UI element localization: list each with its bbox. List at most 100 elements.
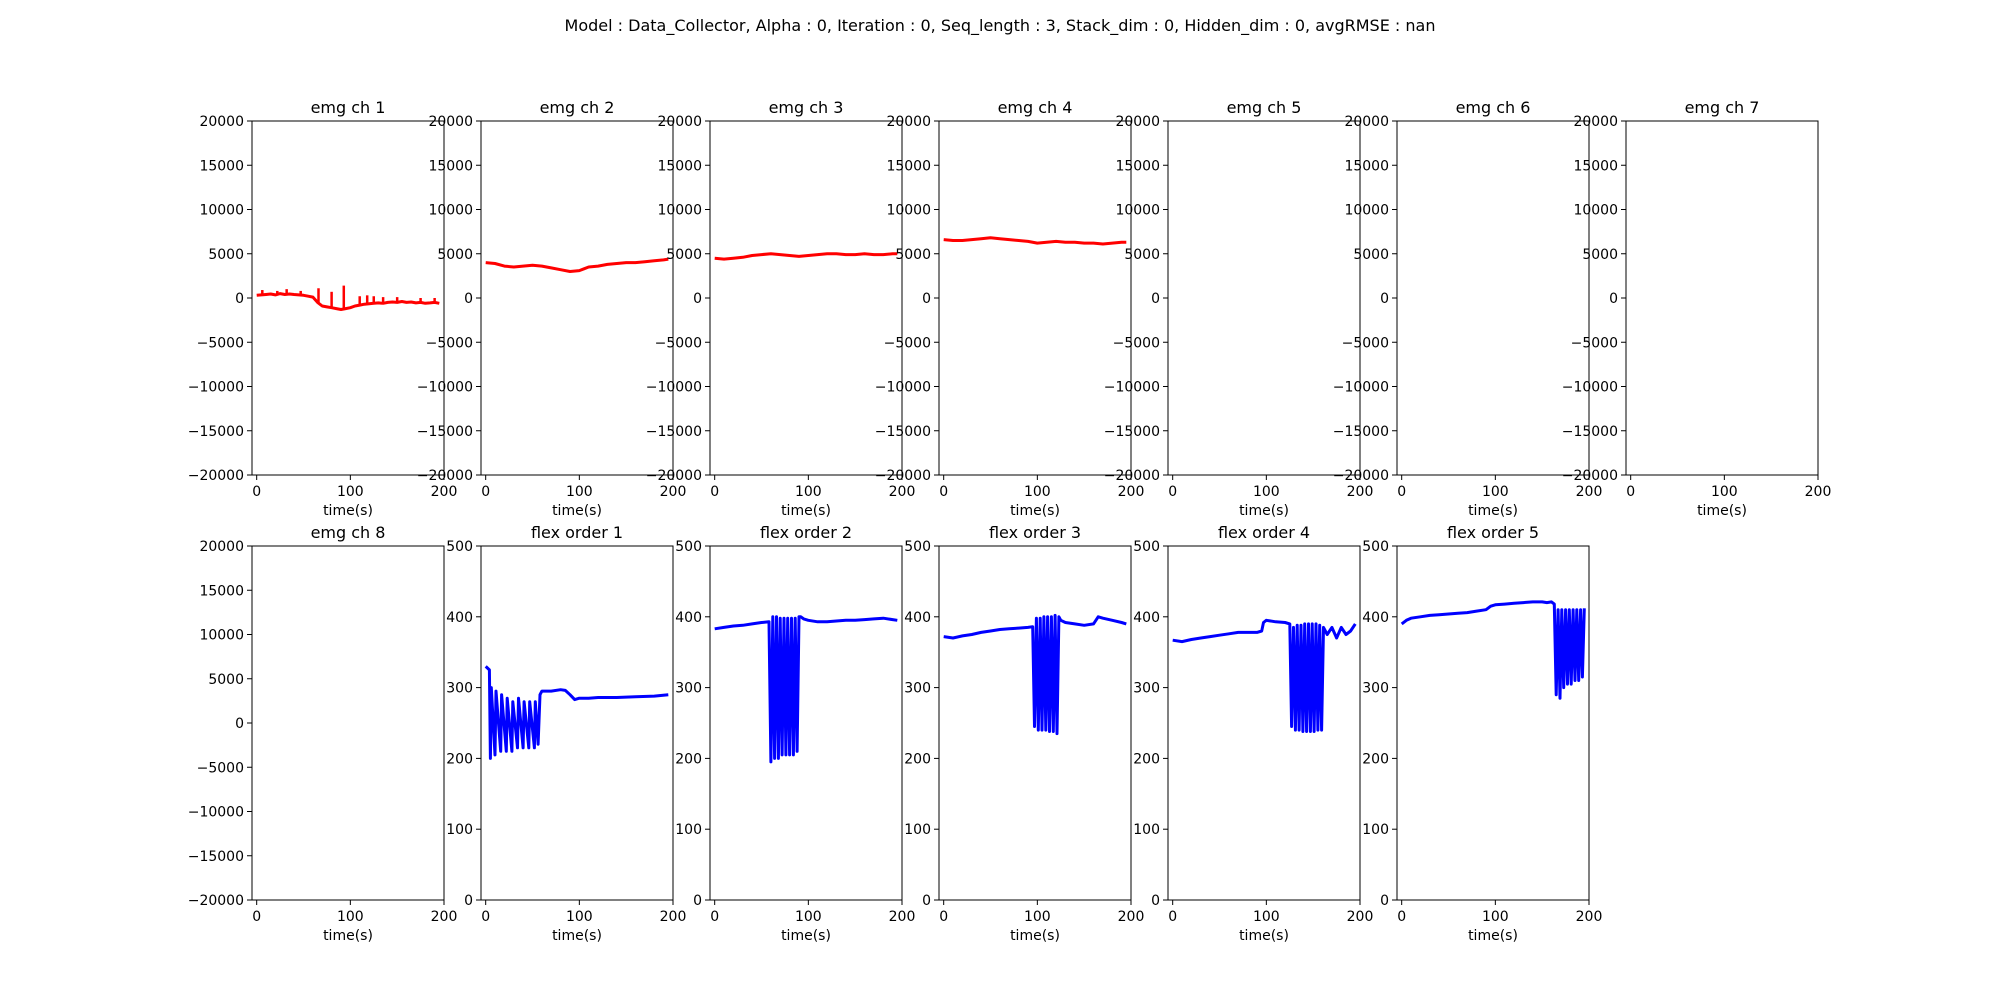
y-tick-label: −10000 xyxy=(1333,380,1389,396)
subplot-3: emg ch 3−20000−15000−10000−5000050001000… xyxy=(646,98,916,519)
y-tick-label: 200 xyxy=(446,751,473,767)
y-tick-label: 500 xyxy=(904,539,931,555)
y-tick-label: −10000 xyxy=(1562,380,1618,396)
subplot-7: emg ch 7−20000−15000−10000−5000050001000… xyxy=(1562,98,1832,519)
y-tick-label: 0 xyxy=(1380,893,1389,909)
x-tick-label: 200 xyxy=(1576,484,1603,500)
y-tick-label: 500 xyxy=(1362,539,1389,555)
y-tick-label: 200 xyxy=(1133,751,1160,767)
x-tick-label: 100 xyxy=(1482,909,1509,925)
y-tick-label: 20000 xyxy=(199,539,244,555)
x-tick-label: 100 xyxy=(1711,484,1738,500)
y-tick-label: −20000 xyxy=(188,893,244,909)
x-tick-label: 0 xyxy=(939,484,948,500)
x-axis-label: time(s) xyxy=(1010,928,1060,944)
y-tick-label: 500 xyxy=(446,539,473,555)
y-tick-label: −10000 xyxy=(188,380,244,396)
y-tick-label: 15000 xyxy=(199,583,244,599)
y-tick-label: 5000 xyxy=(895,247,931,263)
y-tick-label: 15000 xyxy=(657,158,702,174)
y-tick-label: 5000 xyxy=(666,247,702,263)
y-tick-label: 10000 xyxy=(1573,203,1618,219)
y-tick-label: −15000 xyxy=(875,424,931,440)
subplot-title: emg ch 3 xyxy=(769,98,844,117)
subplot-title: flex order 5 xyxy=(1447,523,1539,542)
y-tick-label: 300 xyxy=(1133,681,1160,697)
subplot-1: emg ch 1−20000−15000−10000−5000050001000… xyxy=(188,98,458,519)
subplot-11: flex order 3 0 100 200 300 400 500 0 100 200 time(… xyxy=(904,523,1144,944)
y-tick-label: −15000 xyxy=(1104,424,1160,440)
y-tick-label: −20000 xyxy=(875,468,931,484)
x-tick-label: 100 xyxy=(337,909,364,925)
x-axis-label: time(s) xyxy=(323,503,373,519)
y-tick-label: 5000 xyxy=(1124,247,1160,263)
y-tick-label: 15000 xyxy=(428,158,473,174)
y-tick-label: 100 xyxy=(904,822,931,838)
y-tick-label: 15000 xyxy=(1115,158,1160,174)
x-tick-label: 100 xyxy=(1024,909,1051,925)
x-tick-label: 100 xyxy=(1253,909,1280,925)
y-tick-label: 5000 xyxy=(208,247,244,263)
plot-frame xyxy=(1396,545,1590,901)
x-tick-label: 100 xyxy=(1024,484,1051,500)
x-tick-label: 0 xyxy=(1168,484,1177,500)
y-tick-label: 10000 xyxy=(886,203,931,219)
x-tick-label: 200 xyxy=(1347,909,1374,925)
y-tick-label: −5000 xyxy=(426,335,473,351)
y-tick-label: 200 xyxy=(904,751,931,767)
y-tick-label: 300 xyxy=(1362,681,1389,697)
series-line xyxy=(1400,600,1586,700)
y-tick-label: −15000 xyxy=(1562,424,1618,440)
y-tick-label: −5000 xyxy=(197,335,244,351)
y-tick-label: 5000 xyxy=(437,247,473,263)
subplot-title: flex order 4 xyxy=(1218,523,1310,542)
series-line xyxy=(943,236,1127,246)
y-tick-label: 0 xyxy=(922,291,931,307)
x-tick-label: 0 xyxy=(481,484,490,500)
y-tick-label: 200 xyxy=(1362,751,1389,767)
x-axis-label: time(s) xyxy=(1468,928,1518,944)
x-tick-label: 200 xyxy=(431,484,458,500)
y-tick-label: −10000 xyxy=(646,380,702,396)
y-tick-label: 15000 xyxy=(886,158,931,174)
series-line xyxy=(256,292,440,311)
plot-frame xyxy=(938,120,1132,476)
y-tick-label: 300 xyxy=(675,681,702,697)
x-tick-label: 200 xyxy=(889,484,916,500)
y-tick-label: −20000 xyxy=(1333,468,1389,484)
x-axis-label: time(s) xyxy=(781,503,831,519)
series-line xyxy=(714,615,898,764)
y-tick-label: −20000 xyxy=(417,468,473,484)
y-tick-label: 0 xyxy=(1609,291,1618,307)
y-tick-label: 10000 xyxy=(1115,203,1160,219)
y-tick-label: 0 xyxy=(235,716,244,732)
x-axis-label: time(s) xyxy=(323,928,373,944)
y-tick-label: 10000 xyxy=(428,203,473,219)
y-tick-label: 300 xyxy=(446,681,473,697)
x-tick-label: 0 xyxy=(252,484,261,500)
y-tick-label: −20000 xyxy=(188,468,244,484)
y-tick-label: 15000 xyxy=(199,158,244,174)
x-tick-label: 200 xyxy=(1576,909,1603,925)
x-tick-label: 0 xyxy=(1397,484,1406,500)
y-tick-label: 20000 xyxy=(428,114,473,130)
x-tick-label: 0 xyxy=(1168,909,1177,925)
subplot-title: emg ch 1 xyxy=(311,98,386,117)
y-tick-label: 10000 xyxy=(1344,203,1389,219)
y-tick-label: 5000 xyxy=(1582,247,1618,263)
plot-frame xyxy=(251,545,445,901)
subplot-title: emg ch 6 xyxy=(1456,98,1531,117)
x-axis-label: time(s) xyxy=(1010,503,1060,519)
y-tick-label: −15000 xyxy=(1333,424,1389,440)
plot-frame xyxy=(480,545,674,901)
series-line xyxy=(943,613,1127,736)
x-tick-label: 200 xyxy=(1118,909,1145,925)
x-tick-label: 200 xyxy=(1118,484,1145,500)
y-tick-label: −5000 xyxy=(884,335,931,351)
series-line xyxy=(1172,618,1357,733)
y-tick-label: 20000 xyxy=(1344,114,1389,130)
y-tick-label: 10000 xyxy=(657,203,702,219)
y-tick-label: −15000 xyxy=(417,424,473,440)
y-tick-label: −10000 xyxy=(188,805,244,821)
